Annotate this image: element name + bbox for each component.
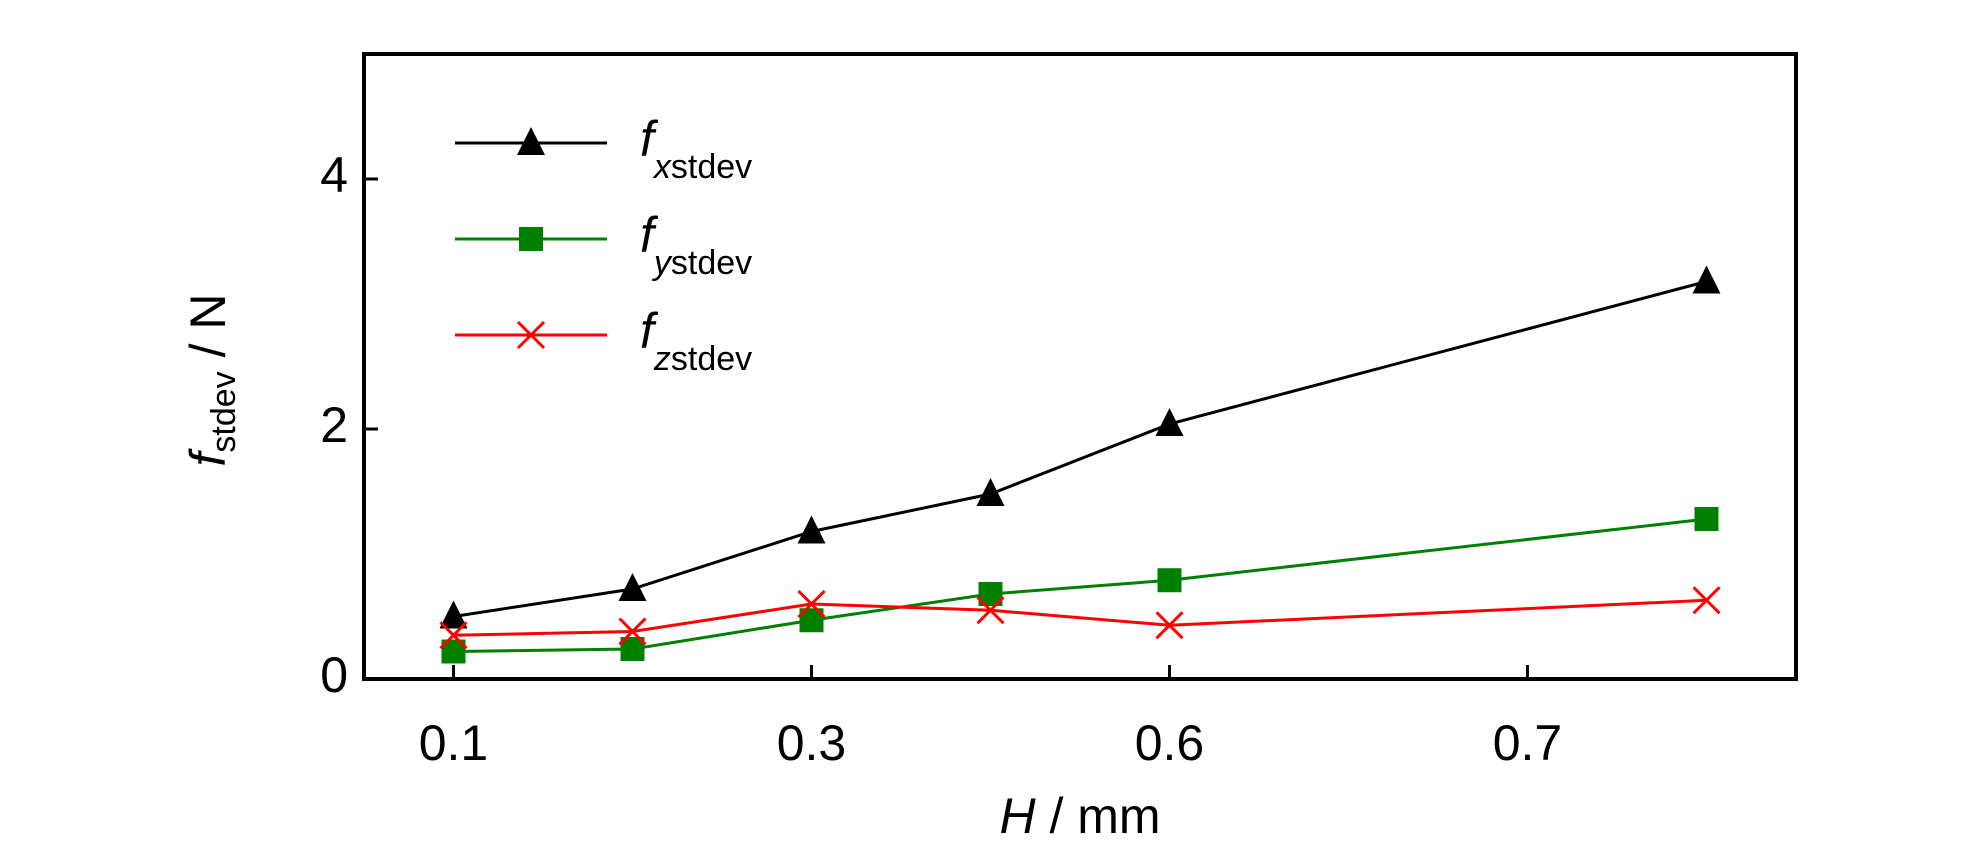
- plot-frame: [362, 52, 1798, 681]
- x-tick-label: 0.1: [419, 715, 489, 771]
- x-tick-label: 0.7: [1493, 715, 1563, 771]
- legend-entry: fystdev: [455, 207, 752, 282]
- x-marker: [1692, 586, 1721, 615]
- legend-label: fystdev: [640, 207, 752, 282]
- series-line: [453, 280, 1707, 618]
- series-line: [453, 598, 1707, 637]
- x-axis-label: H / mm: [999, 788, 1160, 844]
- y-axis-label: fstdev / N: [180, 294, 243, 467]
- legend-entry: fxstdev: [455, 111, 752, 186]
- square-marker: [1694, 507, 1719, 531]
- square-marker: [1157, 568, 1182, 593]
- triangle-marker: [1155, 408, 1184, 436]
- x-marker: [1155, 611, 1184, 640]
- y-tick-label: 4: [320, 147, 348, 203]
- x-tick-label: 0.3: [777, 715, 847, 771]
- triangle-marker: [439, 600, 468, 629]
- triangle-marker: [1692, 265, 1721, 294]
- legend-label: fzstdev: [640, 303, 752, 378]
- legend-marker: [519, 227, 543, 251]
- legend-marker: [516, 320, 546, 350]
- y-tick-label: 0: [320, 647, 348, 703]
- legend-entry: fzstdev: [455, 303, 752, 378]
- x-tick-label: 0.6: [1135, 715, 1205, 771]
- legend-marker: [517, 127, 545, 155]
- triangle-marker: [797, 515, 826, 544]
- x-marker: [797, 589, 826, 619]
- y-tick-label: 2: [320, 397, 348, 453]
- legend-label: fxstdev: [640, 111, 752, 186]
- x-marker: [976, 596, 1005, 625]
- x-marker: [439, 621, 468, 650]
- triangle-marker: [976, 478, 1005, 506]
- triangle-marker: [618, 573, 647, 601]
- x-marker: [618, 617, 647, 646]
